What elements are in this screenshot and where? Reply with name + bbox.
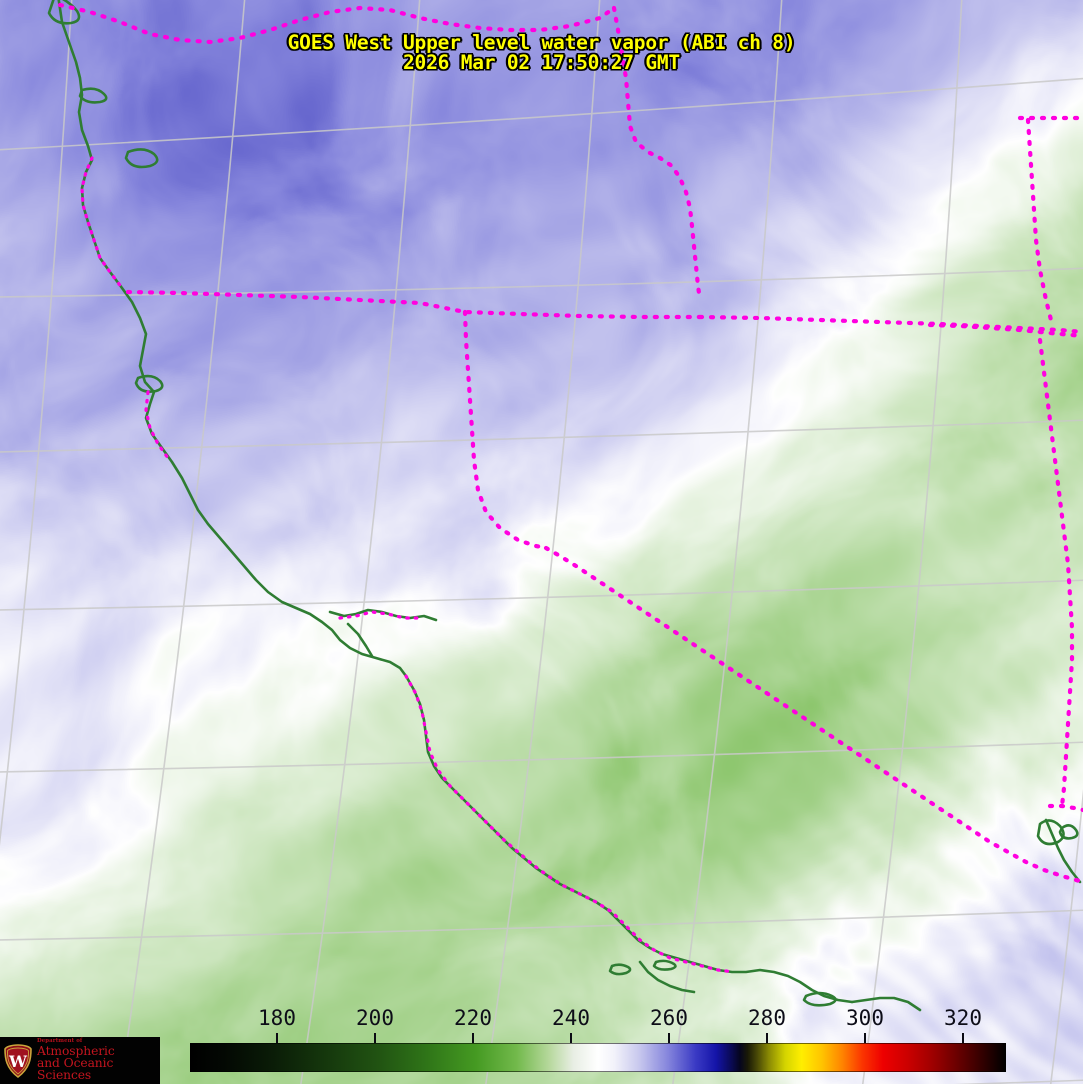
uw-aos-logo: W Department of Atmospheric and Oceanic … xyxy=(0,1037,160,1084)
colorbar-tick-label: 260 xyxy=(650,1006,688,1030)
coastline-vectors xyxy=(47,0,1082,1012)
colorbar-tick-label: 320 xyxy=(944,1006,982,1030)
colorbar-tick-label: 200 xyxy=(356,1006,394,1030)
colorbar-gradient xyxy=(190,1043,1006,1072)
colorbar-tick-label: 300 xyxy=(846,1006,884,1030)
logo-name-line-1: Atmospheric xyxy=(37,1044,115,1059)
political-border-vectors xyxy=(57,2,1083,885)
colorbar-tick-mark xyxy=(864,1033,866,1043)
uw-logo-text: Department of Atmospheric and Oceanic Sc… xyxy=(37,1037,160,1082)
colorbar-tick-label: 240 xyxy=(552,1006,590,1030)
svg-text:W: W xyxy=(8,1052,28,1071)
colorbar-tick-label: 280 xyxy=(748,1006,786,1030)
colorbar-tick-label: 220 xyxy=(454,1006,492,1030)
coastal-border-dots xyxy=(80,156,736,974)
colorbar-tick-mark xyxy=(962,1033,964,1043)
logo-name-line-2: and Oceanic Sciences xyxy=(37,1055,114,1082)
colorbar-tick-mark xyxy=(374,1033,376,1043)
colorbar-tick-mark xyxy=(472,1033,474,1043)
colorbar-tick-mark xyxy=(668,1033,670,1043)
colorbar-tick-mark xyxy=(570,1033,572,1043)
logo-department-line: Department of xyxy=(37,1037,83,1044)
uw-crest-icon: W xyxy=(3,1043,33,1078)
colorbar-tick-mark xyxy=(766,1033,768,1043)
colorbar-tick-mark xyxy=(276,1033,278,1043)
colorbar-tick-label: 180 xyxy=(258,1006,296,1030)
colorbar-tick-labels: 180 200 220 240 260 280 300 320 xyxy=(0,1000,1083,1043)
colorbar-legend: 180 200 220 240 260 280 300 320 xyxy=(0,1000,1083,1084)
